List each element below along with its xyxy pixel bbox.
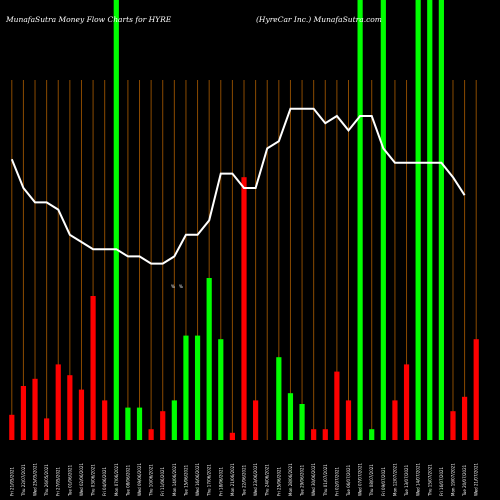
money-flow-bar — [9, 414, 15, 440]
money-flow-bar — [311, 429, 317, 440]
x-tick-label: Mon 07/06/2021 — [114, 463, 119, 496]
money-flow-bar — [287, 393, 294, 440]
money-flow-bar — [113, 0, 119, 440]
money-flow-bar — [369, 429, 375, 440]
x-tick-label: Thu 10/06/2021 — [149, 464, 154, 497]
money-flow-bar — [276, 357, 282, 440]
x-tick-label: Tue 20/07/2021 — [462, 464, 467, 497]
money-flow-bar — [450, 411, 456, 440]
side-mark: % — [179, 284, 183, 289]
x-tick-label: Tue 15/06/2021 — [183, 464, 188, 497]
x-tick-label: Fri 16/07/2021 — [439, 466, 444, 496]
x-tick-label: Mon 28/06/2021 — [288, 463, 293, 496]
chart-title-right: (HyreCar Inc.) MunafaSutra.com — [256, 15, 382, 24]
x-tick-label: Fri 18/06/2021 — [218, 466, 223, 496]
money-flow-bar — [345, 400, 352, 440]
x-tick-label: Fri 25/06/2021 — [276, 466, 281, 496]
money-flow-bar — [357, 0, 363, 440]
money-flow-bar — [241, 177, 247, 440]
money-flow-bar — [90, 296, 96, 440]
x-tick-label: Thu 01/07/2021 — [323, 464, 328, 497]
x-tick-label: Thu 17/06/2021 — [207, 464, 212, 497]
x-tick-label: Wed 07/07/2021 — [358, 462, 363, 496]
money-flow-bar — [194, 335, 201, 440]
x-tick-label: Fri 02/07/2021 — [334, 466, 339, 496]
money-flow-bar — [473, 339, 479, 440]
money-flow-bars — [9, 0, 479, 440]
money-flow-bar — [380, 0, 386, 440]
x-tick-label: Wed 23/06/2021 — [253, 462, 258, 496]
money-flow-bar — [44, 418, 50, 440]
money-flow-bar — [427, 0, 433, 440]
x-tick-label: Thu 03/06/2021 — [91, 464, 96, 497]
money-flow-bar — [403, 364, 410, 440]
money-flow-line — [10, 107, 466, 265]
x-tick-label: Tue 29/06/2021 — [300, 464, 305, 497]
money-flow-bar — [206, 278, 212, 440]
x-tick-label: Wed 21/07/2021 — [474, 462, 479, 496]
money-flow-bar — [136, 407, 143, 440]
x-tick-label: Mon 19/07/2021 — [450, 463, 455, 496]
money-flow-bar — [183, 335, 189, 440]
money-flow-bar — [32, 378, 38, 440]
x-tick-label: Tue 08/06/2021 — [125, 464, 130, 497]
money-flow-bar — [20, 386, 27, 440]
money-flow-bar — [67, 375, 73, 440]
money-flow-bar — [461, 396, 468, 440]
x-tick-label: Fri 11/06/2021 — [160, 466, 165, 496]
money-flow-bar — [148, 429, 154, 440]
x-tick-label: Fri 21/05/2021 — [9, 466, 14, 496]
x-tick-label: Thu 24/06/2021 — [265, 464, 270, 497]
x-tick-label: Thu 26/05/2021 — [44, 464, 49, 497]
chart-title-left: MunafaSutra Money Flow Charts for HYRE — [5, 15, 172, 24]
money-flow-bar — [253, 400, 259, 440]
x-tick-label: Mon 12/07/2021 — [392, 463, 397, 496]
x-tick-label: Thu 22/07/2021 — [21, 464, 26, 497]
side-marks: %% — [171, 284, 183, 289]
x-tick-label: Wed 30/06/2021 — [311, 462, 316, 496]
x-tick-labels: Fri 21/05/2021 Thu 22/07/2021 Wed 25/05/20… — [9, 462, 478, 497]
x-tick-label: Wed 09/06/2021 — [137, 462, 142, 496]
x-tick-label: Tue 13/07/2021 — [404, 464, 409, 497]
x-tick-label: Wed 02/06/2021 — [79, 462, 84, 496]
money-flow-bar — [438, 0, 444, 440]
x-tick-label: Mon 21/06/2021 — [230, 463, 235, 496]
x-tick-label: Tue 01/06/2021 — [67, 464, 72, 497]
money-flow-bar — [78, 389, 85, 440]
money-flow-bar — [171, 400, 177, 440]
money-flow-bar — [125, 407, 131, 440]
money-flow-bar — [334, 371, 340, 440]
side-mark: % — [171, 284, 175, 289]
x-tick-label: Fri 04/06/2021 — [102, 466, 107, 496]
money-flow-bar — [415, 0, 421, 440]
x-tick-label: Tue 06/07/2021 — [346, 464, 351, 497]
x-tick-label: Tue 22/06/2021 — [242, 464, 247, 497]
x-tick-label: Thu 15/07/2021 — [427, 464, 432, 497]
money-flow-bar — [160, 411, 166, 440]
money-flow-bar — [299, 404, 305, 440]
x-tick-label: Wed 25/05/2021 — [33, 462, 38, 496]
x-tick-label: Wed 16/06/2021 — [195, 462, 200, 496]
money-flow-bar — [392, 400, 398, 440]
money-flow-bar — [102, 400, 108, 440]
x-tick-label: Mon 14/06/2021 — [172, 463, 177, 496]
x-tick-label: Fri 27/05/2021 — [56, 466, 61, 496]
money-flow-bar — [229, 432, 235, 440]
money-flow-bar — [322, 429, 328, 440]
money-flow-bar — [218, 339, 224, 440]
x-tick-label: Thu 08/07/2021 — [369, 464, 374, 497]
x-tick-label: Wed 14/07/2021 — [416, 462, 421, 496]
money-flow-bar — [55, 364, 61, 440]
x-tick-label: Fri 09/07/2021 — [381, 466, 386, 496]
